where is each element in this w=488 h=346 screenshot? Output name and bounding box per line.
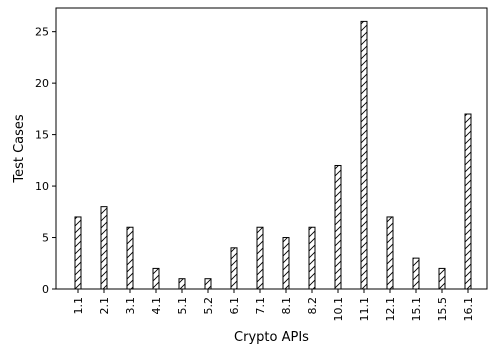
bar-8.1: [282, 237, 290, 290]
bar-16.1: [464, 113, 472, 290]
bar-6.1: [230, 247, 238, 290]
bar-15.5: [438, 267, 446, 290]
x-tick-label: 4.1: [150, 297, 163, 315]
x-tick-label: 5.1: [176, 297, 189, 315]
plot-area: [55, 7, 488, 290]
x-tick-label: 15.5: [436, 297, 449, 322]
x-tick-label: 8.1: [280, 297, 293, 315]
plot-frame: [55, 7, 488, 290]
x-tick-label: 10.1: [332, 297, 345, 322]
bar-3.1: [126, 226, 134, 290]
bar-5.1: [178, 278, 186, 290]
x-tick-label: 15.1: [410, 297, 423, 322]
x-tick-label: 11.1: [358, 297, 371, 322]
y-tick-label: 5: [42, 232, 49, 245]
bar-12.1: [386, 216, 394, 290]
x-tick-label: 16.1: [462, 297, 475, 322]
x-tick-label: 6.1: [228, 297, 241, 315]
bar-10.1: [334, 164, 342, 290]
x-tick-label: 1.1: [72, 297, 85, 315]
bar-2.1: [100, 206, 108, 290]
x-axis-label: Crypto APIs: [234, 330, 309, 345]
bars: [74, 20, 472, 290]
y-tick-label: 0: [42, 283, 49, 296]
y-axis-label: Test Cases: [12, 114, 27, 184]
x-tick-label: 8.2: [306, 297, 319, 315]
bar-1.1: [74, 216, 82, 290]
x-tick-label: 3.1: [124, 297, 137, 315]
bar-7.1: [256, 226, 264, 290]
x-tick-label: 7.1: [254, 297, 267, 315]
y-axis: 0 5 10 15 20 25: [35, 26, 56, 296]
y-tick-label: 20: [35, 77, 49, 90]
y-tick-label: 10: [35, 180, 49, 193]
bar-15.1: [412, 257, 420, 290]
y-tick-label: 25: [35, 26, 49, 39]
x-tick-label: 2.1: [98, 297, 111, 315]
bar-5.2: [204, 278, 212, 290]
x-axis: 1.1 2.1 3.1 4.1 5.1 5.2 6.1 7.1 8.1 8.2 10.1 11.1 12…: [72, 289, 475, 322]
x-tick-label: 12.1: [384, 297, 397, 322]
y-tick-label: 15: [35, 129, 49, 142]
bar-4.1: [152, 267, 160, 290]
x-tick-label: 5.2: [202, 297, 215, 315]
bar-8.2: [308, 226, 316, 290]
bar-11.1: [360, 20, 368, 290]
